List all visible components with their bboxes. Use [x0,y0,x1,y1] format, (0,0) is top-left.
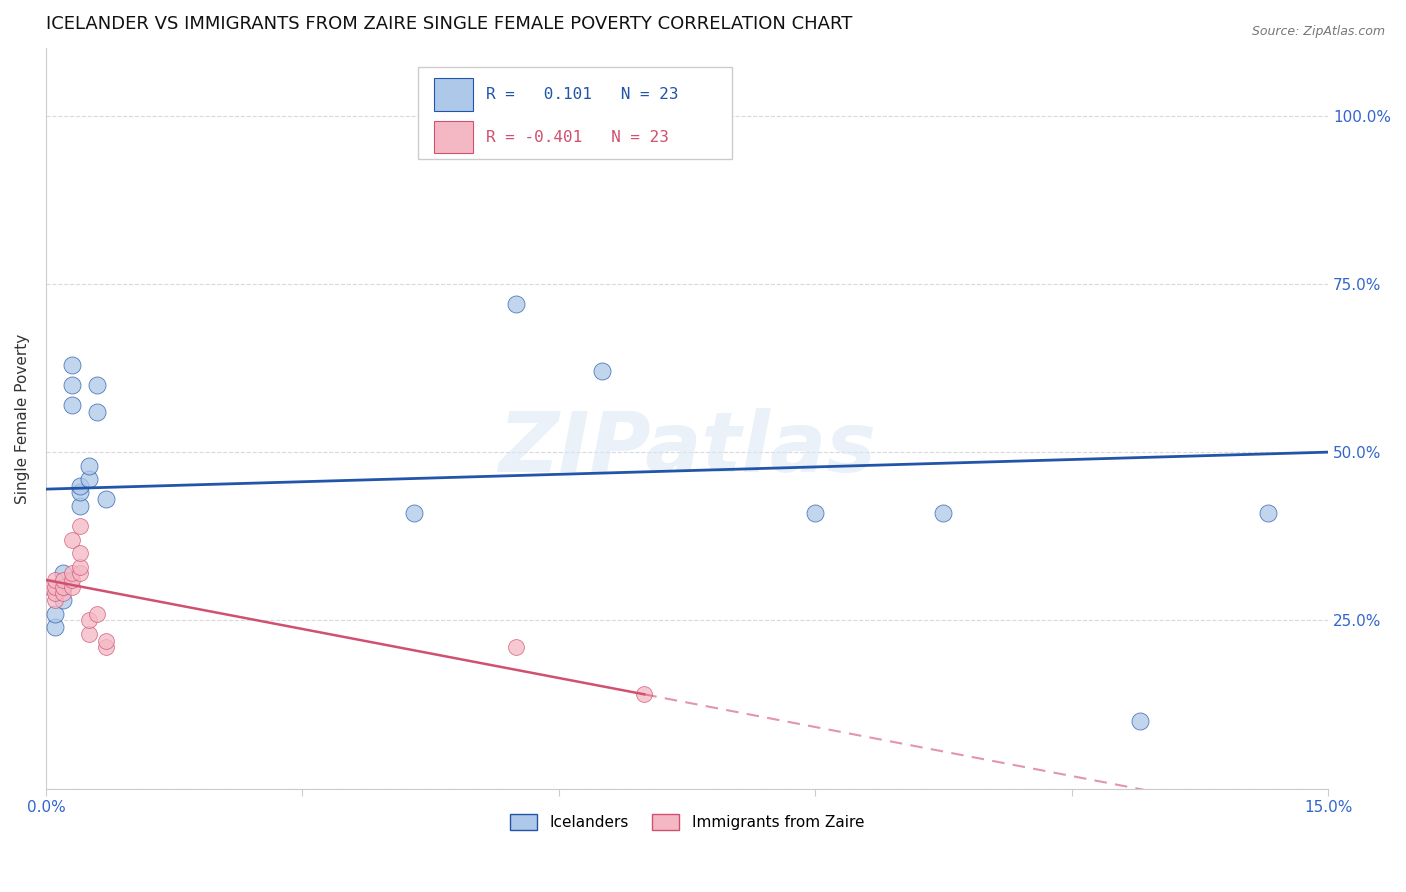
Point [77,627,100,641]
Point [505,297,527,311]
Point [94,633,117,648]
Point [804,506,827,520]
Point [60,533,83,547]
Point [69,546,91,560]
Point [94,640,117,655]
Point [69,499,91,513]
Point [52,580,75,594]
Point [60,573,83,587]
Legend: Icelanders, Immigrants from Zaire: Icelanders, Immigrants from Zaire [503,808,870,837]
Point [77,613,100,627]
Point [52,586,75,600]
Point [86,377,108,392]
Point [60,358,83,372]
Text: ICELANDER VS IMMIGRANTS FROM ZAIRE SINGLE FEMALE POVERTY CORRELATION CHART: ICELANDER VS IMMIGRANTS FROM ZAIRE SINGL… [46,15,852,33]
Point [44,573,66,587]
Point [69,519,91,533]
Point [69,479,91,493]
Point [77,458,100,473]
Y-axis label: Single Female Poverty: Single Female Poverty [15,334,30,504]
Text: ZIPatlas: ZIPatlas [498,408,876,489]
Point [1129,714,1152,729]
Point [52,573,75,587]
Point [60,377,83,392]
Point [94,492,117,507]
Bar [434,78,472,111]
Point [932,506,955,520]
Point [60,398,83,412]
Point [1257,506,1279,520]
Point [591,364,613,378]
Point [44,607,66,621]
Point [44,586,66,600]
Point [633,687,655,701]
Point [86,607,108,621]
Point [69,559,91,574]
Text: R = -0.401   N = 23: R = -0.401 N = 23 [485,129,669,145]
Point [44,620,66,634]
Point [505,640,527,655]
Point [39,580,62,594]
Point [44,593,66,607]
Point [52,593,75,607]
Point [69,566,91,581]
Text: R =   0.101   N = 23: R = 0.101 N = 23 [485,87,678,102]
Bar [434,120,472,153]
Point [44,580,66,594]
FancyBboxPatch shape [418,67,733,160]
Point [52,566,75,581]
Point [52,580,75,594]
Point [77,472,100,486]
Point [402,506,425,520]
Point [69,485,91,500]
Point [86,405,108,419]
Point [60,566,83,581]
Text: Source: ZipAtlas.com: Source: ZipAtlas.com [1251,25,1385,38]
Point [60,580,83,594]
